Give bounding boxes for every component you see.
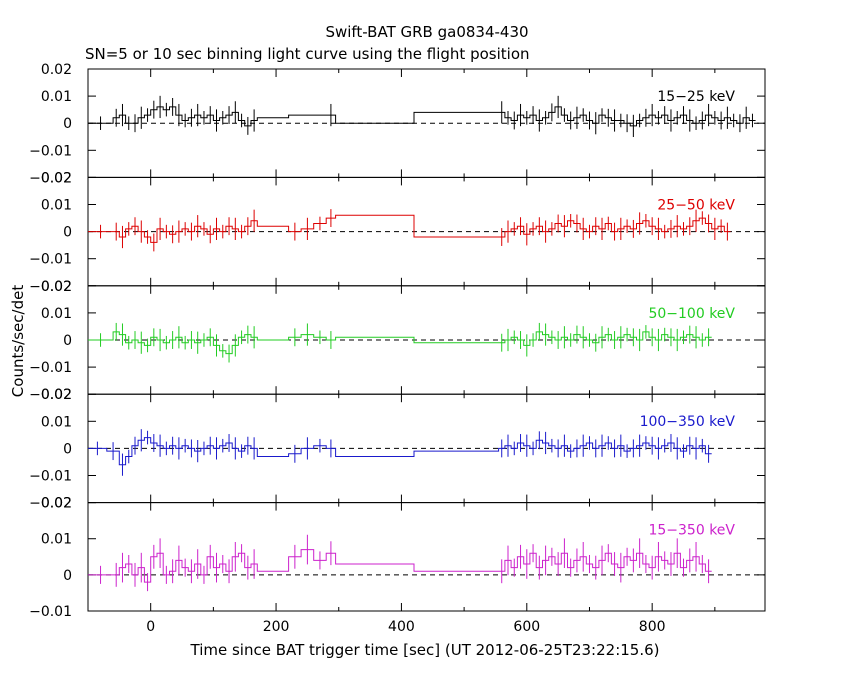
x-tick-label: 600 xyxy=(513,619,540,635)
y-tick-label: 0.01 xyxy=(41,306,72,322)
y-tick-label: 0.02 xyxy=(41,387,72,403)
y-tick-label: 0.01 xyxy=(41,198,72,214)
band-label: 100−350 keV xyxy=(640,414,736,430)
panel-5: −0.01 0 0.01 0.02 15−350 keV 0 200 400 600 800 xyxy=(29,496,766,635)
chart-title: Swift-BAT GRB ga0834-430 xyxy=(325,23,528,41)
x-tick-label: 0 xyxy=(146,619,155,635)
band-label: 15−25 keV xyxy=(657,89,735,105)
panels-group: −0.02 −0.01 0 0.01 0.02 15−25 keV −0.02 −0.01 0 0… xyxy=(29,62,766,635)
series-line xyxy=(88,549,712,583)
y-tick-label: 0.02 xyxy=(41,279,72,295)
panel-1: −0.02 −0.01 0 0.01 0.02 15−25 keV xyxy=(29,62,766,186)
y-tick-label: −0.02 xyxy=(29,496,72,512)
x-tick-label: 800 xyxy=(639,619,666,635)
y-tick-label: 0.01 xyxy=(41,89,72,105)
y-tick-label: −0.01 xyxy=(29,143,72,159)
panel-frame xyxy=(87,502,766,612)
chart-subtitle: SN=5 or 10 sec binning light curve using… xyxy=(85,45,530,63)
series-line xyxy=(88,214,731,243)
series-line xyxy=(88,437,712,466)
y-tick-label: −0.02 xyxy=(29,387,72,403)
y-tick-label: 0.01 xyxy=(41,414,72,430)
x-tick-label: 200 xyxy=(263,619,290,635)
band-label: 15−350 keV xyxy=(648,523,735,539)
y-tick-label: −0.01 xyxy=(29,252,72,268)
panel-3: −0.02 −0.01 0 0.01 0.02 50−100 keV xyxy=(29,279,766,403)
y-tick-label: −0.01 xyxy=(29,604,72,620)
y-tick-label: 0 xyxy=(63,333,72,349)
panel-2: −0.02 −0.01 0 0.01 0.02 25−50 keV xyxy=(29,170,766,295)
y-tick-label: 0 xyxy=(63,441,72,457)
y-tick-label: 0 xyxy=(63,116,72,132)
x-axis-label: Time since BAT trigger time [sec] (UT 20… xyxy=(190,641,660,659)
x-tick-label: 400 xyxy=(388,619,415,635)
panel-4: −0.02 −0.01 0 0.01 0.02 100−350 keV xyxy=(29,387,766,512)
y-tick-label: 0.02 xyxy=(41,170,72,186)
y-tick-label: 0 xyxy=(63,568,72,584)
band-label: 25−50 keV xyxy=(657,197,735,213)
band-label: 50−100 keV xyxy=(648,306,735,322)
y-tick-label: 0.02 xyxy=(41,496,72,512)
y-tick-label: 0 xyxy=(63,225,72,241)
y-tick-label: −0.02 xyxy=(29,279,72,295)
y-tick-label: −0.02 xyxy=(29,170,72,186)
series-line xyxy=(88,331,712,355)
y-tick-label: 0.01 xyxy=(41,532,72,548)
y-tick-label: −0.01 xyxy=(29,469,72,485)
y-axis-label: Counts/sec/det xyxy=(9,285,27,398)
y-tick-label: −0.01 xyxy=(29,360,72,376)
y-tick-label: 0.02 xyxy=(41,62,72,78)
